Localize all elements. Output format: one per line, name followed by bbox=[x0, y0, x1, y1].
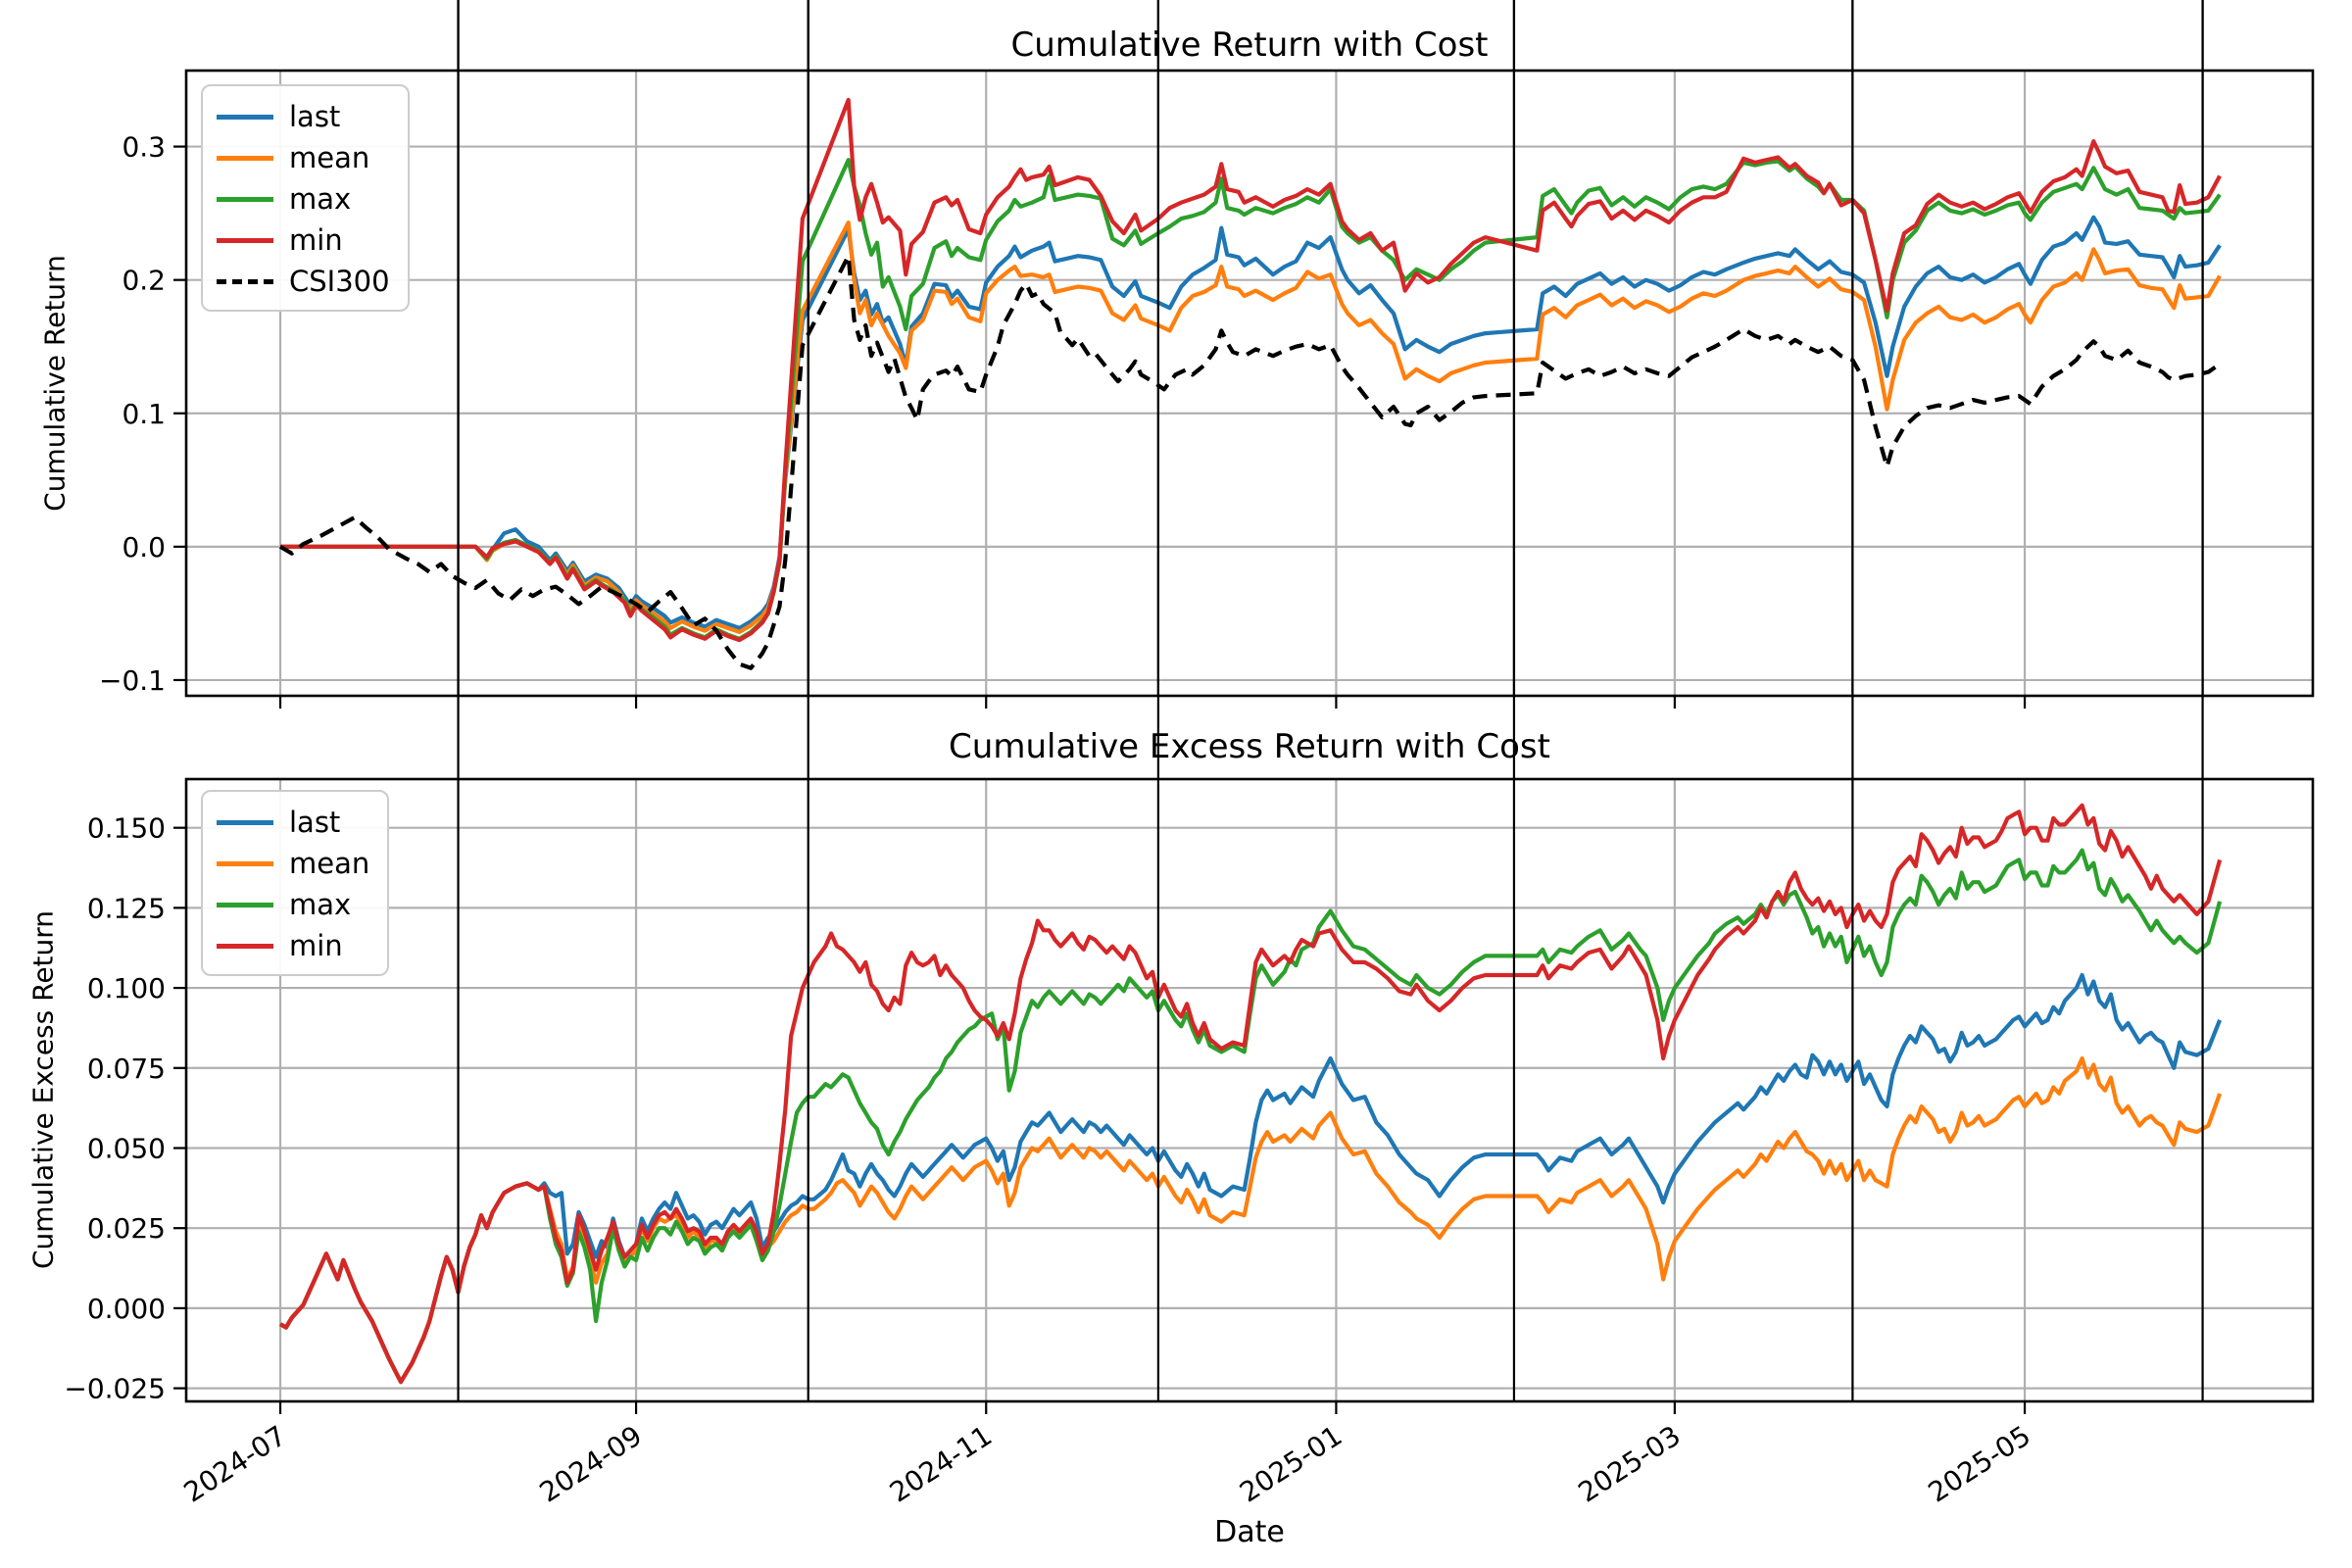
x-tick-label: 2025-05 bbox=[1923, 1419, 2036, 1508]
cumulative-return-spines bbox=[184, 69, 2315, 698]
cumulative-return-axes: −0.1 0.0 0.1 0.2 0.3 bbox=[99, 0, 2315, 709]
legend-line-sample-last bbox=[217, 819, 273, 825]
cumulative-return-ticks: −0.1 0.0 0.1 0.2 0.3 bbox=[99, 0, 2204, 709]
cumulative-return-legend-item-max: max bbox=[217, 178, 390, 220]
x-tick-label: 2025-01 bbox=[1234, 1419, 1348, 1508]
cumulative-return-legend-item-min: min bbox=[217, 220, 390, 261]
legend-line-sample-mean bbox=[217, 860, 273, 866]
chart1-y-axis-label: Cumulative Return bbox=[38, 255, 72, 512]
cumulative-return-legend-item-last: last bbox=[217, 96, 390, 137]
x-tick-label: 2025-03 bbox=[1573, 1419, 1687, 1508]
legend-label: max bbox=[289, 887, 352, 921]
legend-line-sample-mean bbox=[217, 155, 273, 161]
cumulative-excess-return-spines bbox=[184, 777, 2315, 1403]
cumulative-excess-return-legend-item-mean: mean bbox=[217, 843, 369, 884]
y-tick-label: 0.2 bbox=[122, 265, 166, 297]
y-tick-label: 0.0 bbox=[122, 531, 166, 564]
cumulative-excess-return-legend-item-last: last bbox=[217, 802, 369, 843]
cumulative-excess-return-legend: last mean max min bbox=[201, 790, 390, 976]
legend-label: min bbox=[289, 928, 343, 962]
y-tick-label: −0.025 bbox=[64, 1373, 166, 1405]
y-tick-label: 0.000 bbox=[87, 1293, 166, 1325]
cumulative-excess-return-legend-item-min: min bbox=[217, 925, 369, 966]
cumulative-return-grid bbox=[186, 71, 2313, 696]
y-tick-label: −0.1 bbox=[99, 664, 166, 697]
legend-label: mean bbox=[289, 846, 370, 880]
cumulative-excess-return-legend-item-max: max bbox=[217, 884, 369, 925]
cumulative-return-legend: last mean max min CSI300 bbox=[201, 84, 410, 312]
chart1-title: Cumulative Return with Cost bbox=[1010, 25, 1489, 65]
y-tick-label: 0.3 bbox=[122, 131, 166, 164]
legend-line-sample-last bbox=[217, 114, 273, 120]
legend-line-sample-min bbox=[217, 237, 273, 243]
chart2-title: Cumulative Excess Return with Cost bbox=[949, 727, 1550, 766]
cumulative-return-series-mean bbox=[280, 220, 2222, 635]
x-tick-label: 2024-11 bbox=[884, 1419, 998, 1508]
legend-label: last bbox=[289, 805, 341, 839]
cumulative-excess-return-series-min bbox=[278, 803, 2223, 1385]
legend-line-sample-min bbox=[217, 943, 273, 949]
cumulative-return-series-CSI300 bbox=[278, 254, 2222, 670]
y-tick-label: 0.150 bbox=[87, 812, 166, 845]
cumulative-excess-return-series-mean bbox=[278, 1055, 2223, 1385]
cumulative-excess-return-grid bbox=[186, 779, 2313, 1401]
legend-label: mean bbox=[289, 140, 370, 174]
y-tick-label: 0.050 bbox=[87, 1132, 166, 1164]
legend-line-sample-max bbox=[217, 902, 273, 907]
y-tick-label: 0.125 bbox=[87, 892, 166, 924]
cumulative-return-series-last bbox=[280, 215, 2222, 631]
y-tick-label: 0.1 bbox=[122, 398, 166, 430]
x-tick-label: 2024-07 bbox=[178, 1419, 292, 1508]
legend-label: max bbox=[289, 181, 352, 216]
y-tick-label: 0.100 bbox=[87, 972, 166, 1004]
x-tick-label: 2024-09 bbox=[534, 1419, 648, 1508]
y-tick-label: 0.075 bbox=[87, 1053, 166, 1085]
chart2-y-axis-label: Cumulative Excess Return bbox=[26, 909, 60, 1270]
cumulative-return-legend-item-mean: mean bbox=[217, 137, 390, 178]
legend-line-sample-max bbox=[217, 196, 273, 202]
x-axis-label: Date bbox=[1214, 1515, 1285, 1549]
cumulative-return-series-min bbox=[280, 97, 2222, 643]
legend-line-sample-CSI300 bbox=[217, 278, 273, 284]
legend-label: last bbox=[289, 99, 341, 133]
y-tick-label: 0.025 bbox=[87, 1212, 166, 1245]
cumulative-return-legend-item-CSI300: CSI300 bbox=[217, 261, 390, 302]
legend-label: CSI300 bbox=[289, 264, 390, 298]
legend-label: min bbox=[289, 222, 343, 257]
